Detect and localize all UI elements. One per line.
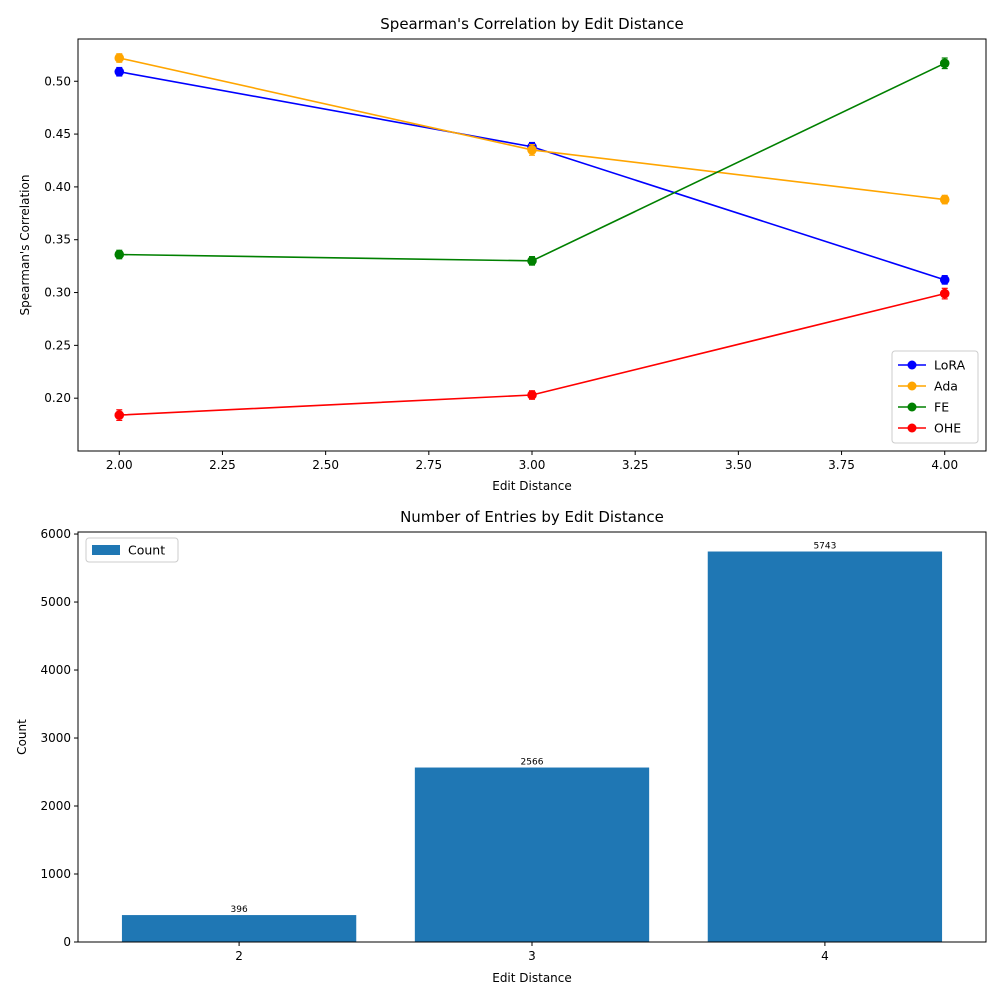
chart2-y-tick-label: 0 (63, 935, 71, 949)
chart1-x-axis-label: Edit Distance (492, 479, 572, 493)
chart1-y-tick-label: 0.40 (44, 180, 71, 194)
bar-value-label: 396 (231, 905, 248, 915)
chart1-title: Spearman's Correlation by Edit Distance (380, 15, 683, 33)
legend-label-fe: FE (934, 400, 949, 415)
data-point-ada (939, 194, 950, 205)
chart1-y-tick-label: 0.35 (44, 233, 71, 247)
chart1-x-tick-label: 2.75 (415, 458, 442, 472)
chart2-plot-area: 396 2566 5743 (121, 542, 943, 942)
chart2-x-tick-label: 2 (235, 949, 243, 963)
chart2-y-tick-label: 1000 (40, 867, 71, 881)
chart1-y-tick-label: 0.45 (44, 127, 71, 141)
data-point-ohe (114, 410, 125, 420)
bar-value-label: 5743 (813, 542, 836, 552)
legend-marker-lora (907, 360, 917, 370)
chart2-x-axis-label: Edit Distance (492, 971, 572, 985)
chart2-y-ticks: 0 1000 2000 3000 4000 5000 6000 (40, 527, 78, 949)
chart1-x-tick-label: 3.50 (725, 458, 752, 472)
correlation-chart: Spearman's Correlation by Edit Distance … (18, 15, 987, 493)
chart1-x-tick-label: 2.50 (312, 458, 339, 472)
legend-label-ohe: OHE (934, 421, 961, 436)
series-lora (114, 66, 950, 285)
chart1-legend: LoRA Ada FE OHE (891, 350, 979, 444)
chart2-y-tick-label: 2000 (40, 799, 71, 813)
chart1-y-tick-label: 0.20 (44, 391, 71, 405)
legend-swatch-count (92, 545, 120, 555)
legend-box (891, 350, 979, 444)
chart2-y-tick-label: 5000 (40, 595, 71, 609)
series-line-ada (119, 57, 945, 201)
bar-4 (707, 551, 943, 942)
series-fe (114, 57, 950, 266)
chart2-x-tick-label: 3 (528, 949, 536, 963)
chart1-x-tick-label: 3.25 (622, 458, 649, 472)
bar-2 (121, 915, 357, 942)
data-point-fe (939, 58, 950, 69)
chart2-y-axis-label: Count (15, 719, 29, 755)
bar-value-label: 2566 (521, 758, 544, 768)
chart1-y-tick-label: 0.30 (44, 286, 71, 300)
chart2-x-tick-label: 4 (821, 949, 829, 963)
chart2-legend: Count (85, 537, 179, 563)
legend-label-ada: Ada (934, 379, 958, 394)
bar-3 (414, 767, 650, 942)
series-ohe (114, 287, 950, 421)
data-point-ada (114, 53, 125, 63)
legend-box (85, 537, 179, 563)
chart1-y-ticks: 0.20 0.25 0.30 0.35 0.40 0.45 0.50 (44, 74, 78, 405)
series-line-lora (119, 70, 945, 281)
chart2-y-tick-label: 6000 (40, 527, 71, 541)
chart2-y-tick-label: 4000 (40, 663, 71, 677)
chart1-x-tick-label: 2.25 (209, 458, 236, 472)
data-point-ada (527, 145, 537, 155)
legend-marker-ohe (907, 423, 917, 433)
chart2-x-ticks: 2 3 4 (235, 942, 829, 963)
chart1-axes-frame (77, 38, 987, 452)
chart1-x-tick-label: 2.00 (106, 458, 133, 472)
legend-label-lora: LoRA (934, 358, 966, 373)
chart1-plot-area (114, 53, 950, 421)
count-chart: Number of Entries by Edit Distance 39625… (15, 508, 987, 985)
chart1-y-tick-label: 0.25 (44, 338, 71, 352)
chart1-x-tick-label: 3.75 (828, 458, 855, 472)
legend-label-count: Count (128, 543, 165, 558)
data-point-lora (939, 275, 950, 285)
chart1-x-ticks: 2.00 2.25 2.50 2.75 3.00 3.25 3.50 3.75 4.00 (106, 451, 958, 472)
legend-marker-ada (907, 381, 917, 391)
chart1-x-tick-label: 4.00 (931, 458, 958, 472)
data-point-ohe (939, 288, 950, 299)
data-point-fe (527, 256, 537, 266)
data-point-ohe (527, 390, 537, 400)
chart2-y-tick-label: 3000 (40, 731, 71, 745)
data-point-fe (114, 249, 125, 260)
legend-marker-fe (907, 402, 917, 412)
chart1-y-tick-label: 0.50 (44, 74, 71, 88)
chart2-title: Number of Entries by Edit Distance (400, 508, 664, 526)
series-line-fe (119, 62, 946, 262)
chart1-x-tick-label: 3.00 (519, 458, 546, 472)
series-ada (114, 53, 950, 205)
data-point-lora (114, 66, 125, 77)
chart1-y-axis-label: Spearman's Correlation (18, 175, 32, 316)
